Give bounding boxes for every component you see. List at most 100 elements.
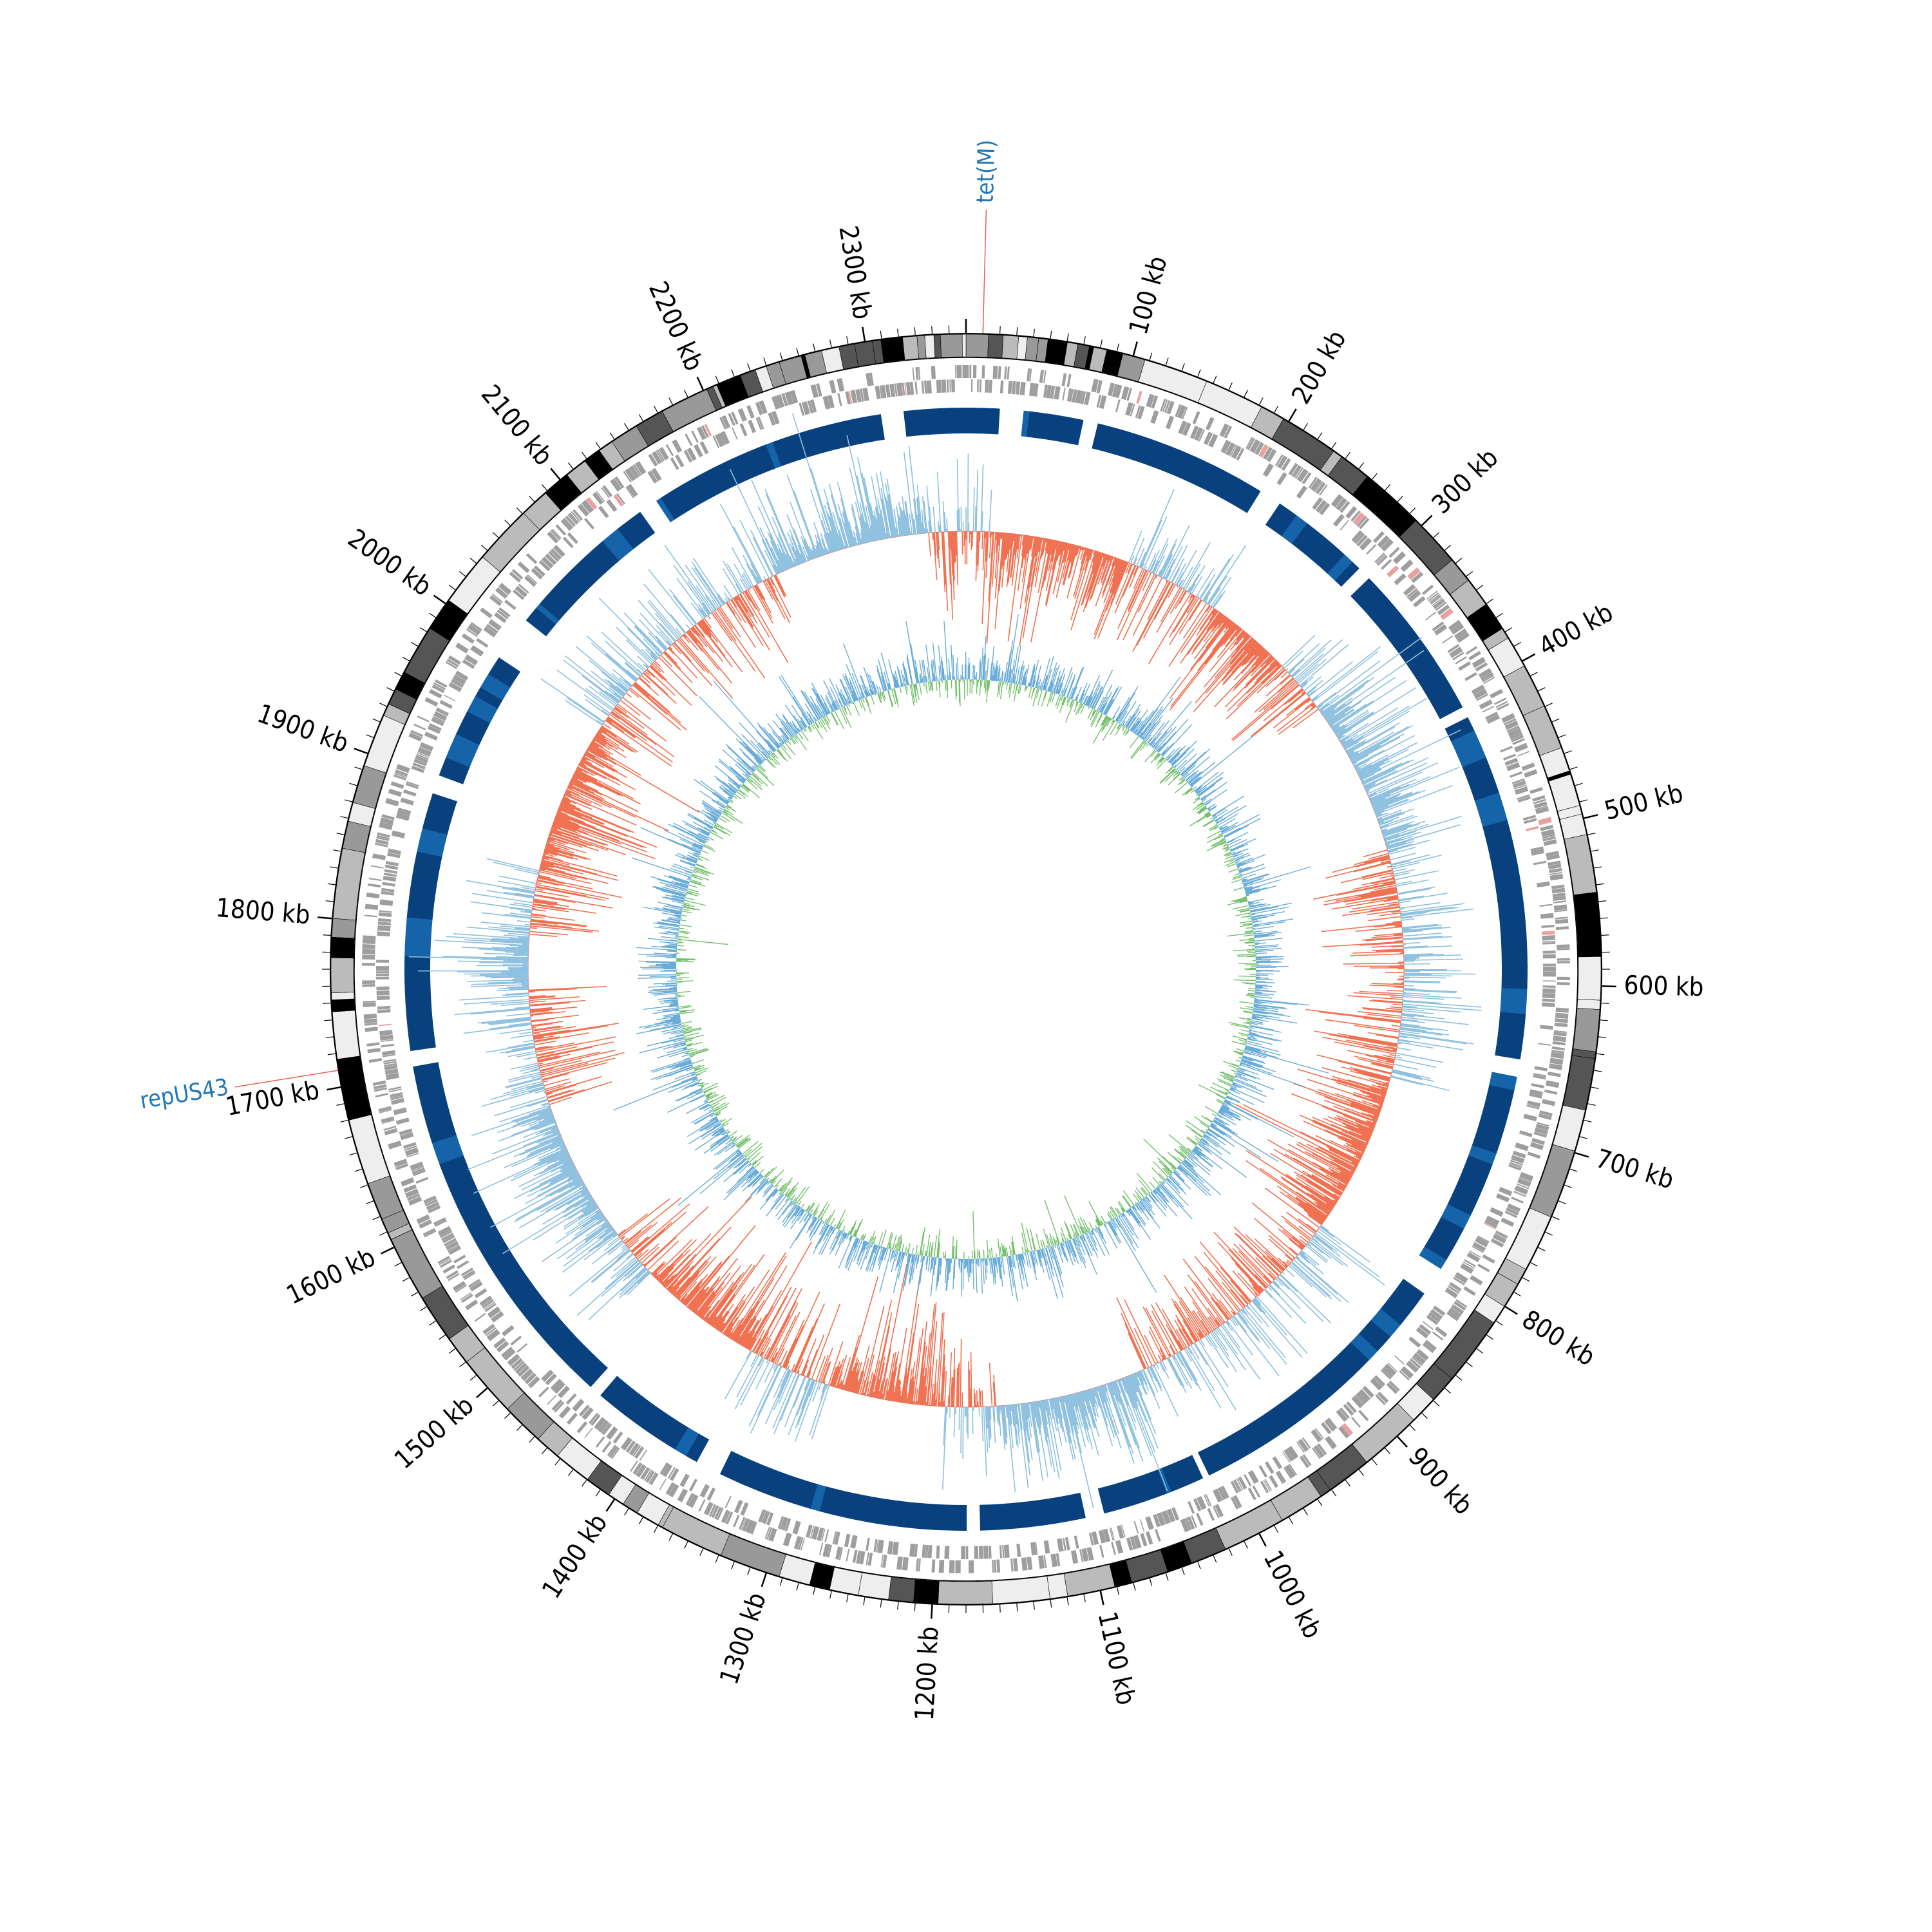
gc-content-bar (1188, 573, 1200, 592)
gc-content-bar (539, 869, 577, 879)
gc-content-bar (1062, 543, 1068, 564)
gc-content-bar (1380, 824, 1389, 829)
gc-content-bar (1289, 668, 1295, 674)
gc-skew-bar (1043, 656, 1054, 690)
gene-block (1079, 1549, 1084, 1562)
gc-content-bar (1353, 965, 1405, 967)
gc-content-bar (1189, 1332, 1197, 1343)
gc-content-bar (568, 784, 603, 802)
gc-content-bar (974, 1393, 976, 1407)
gc-skew-bar (1057, 673, 1066, 695)
gc-content-bar (472, 893, 534, 904)
gc-skew-bar (1156, 757, 1165, 766)
gene-block (382, 882, 395, 887)
gene-block (1130, 403, 1135, 417)
gc-content-bar (1203, 634, 1249, 688)
gc-content-bar (1354, 759, 1370, 768)
gc-content-bar (1101, 555, 1112, 583)
gene-block (1351, 530, 1363, 543)
gc-content-bar (578, 764, 607, 780)
gc-content-bar (620, 699, 641, 716)
gene-block (822, 1543, 831, 1557)
gc-content-bar (578, 1206, 598, 1219)
gc-content-bar (1132, 577, 1163, 636)
gc-content-bar (514, 1182, 584, 1223)
gc-content-bar (692, 1276, 721, 1312)
gc-content-bar (797, 545, 806, 563)
gc-content-bar (647, 1240, 679, 1271)
gc-content-bar (1354, 1155, 1361, 1160)
gc-content-bar (1168, 605, 1210, 667)
gene-block (887, 1541, 894, 1555)
gene-block (1430, 1309, 1443, 1320)
gc-content-bar (820, 538, 828, 554)
gc-content-bar (529, 996, 580, 1001)
gc-content-bar (1327, 1115, 1372, 1135)
gene-block (1381, 1367, 1394, 1378)
gene-block (1377, 535, 1390, 548)
gene-block (662, 1463, 673, 1477)
gc-content-bar (624, 1197, 682, 1244)
gc-content-bar (492, 938, 529, 942)
gc-skew-bar (1012, 647, 1019, 683)
gc-content-bar (551, 828, 580, 839)
gc-content-bar (810, 489, 832, 553)
gc-content-bar (1400, 1023, 1420, 1027)
gc-content-bar (530, 1006, 578, 1012)
blast-hit-block (1374, 605, 1403, 632)
gc-content-bar (1300, 1251, 1317, 1266)
gc-content-bar (1057, 1397, 1063, 1420)
gc-content-bar (1065, 1395, 1074, 1426)
gene-block (410, 730, 424, 737)
gc-content-bar (1188, 1274, 1224, 1324)
gene-block (1012, 381, 1016, 395)
gene-block (798, 1537, 804, 1550)
gc-content-bar (1357, 1124, 1374, 1132)
gc-content-bar (936, 532, 940, 569)
gene-block (479, 1295, 493, 1307)
gc-content-bar (1293, 708, 1319, 728)
gc-skew-bar (1233, 887, 1244, 891)
gc-content-bar (1244, 658, 1275, 689)
gc-content-bar (989, 1363, 993, 1406)
gc-content-bar (627, 1222, 658, 1247)
blast-hit-block (1495, 1036, 1524, 1060)
gene-block (1103, 1528, 1111, 1542)
gene-block (1012, 1558, 1018, 1572)
gene-block (1542, 935, 1555, 941)
gc-content-bar (533, 903, 596, 914)
gc-skew-bar (1008, 668, 1012, 683)
gc-content-bar (575, 646, 629, 691)
gene-block (1419, 1323, 1432, 1335)
gc-content-bar (1009, 1405, 1012, 1425)
blast-hit-block (518, 1293, 550, 1323)
gc-content-bar (769, 577, 775, 586)
gc-content-bar (585, 1222, 610, 1241)
gc-content-bar (744, 1318, 762, 1348)
gc-content-bar (497, 1113, 553, 1133)
gene-block (1133, 1520, 1139, 1534)
gene-block (672, 439, 683, 453)
gene-block (1426, 1314, 1439, 1325)
gene-block (1066, 374, 1072, 388)
gc-skew-bar (1007, 614, 1019, 683)
blast-hit-block (644, 1408, 676, 1441)
gene-block (448, 682, 462, 692)
gc-content-bar (650, 665, 692, 706)
gc-content-bar (885, 482, 895, 538)
gc-content-bar (574, 771, 623, 797)
gc-content-bar (542, 1129, 559, 1137)
blast-hit-block (510, 1282, 540, 1309)
gene-block (1028, 368, 1032, 382)
gc-content-bar (1142, 1306, 1170, 1358)
gene-block (547, 531, 559, 544)
gene-block (528, 1377, 540, 1388)
gc-content-bar (1356, 1155, 1361, 1159)
gc-content-bar (1267, 1139, 1348, 1186)
gc-content-bar (510, 1095, 547, 1108)
gc-content-bar (603, 719, 605, 722)
blast-hit-block (1435, 1217, 1464, 1240)
gc-content-bar (533, 899, 557, 905)
gc-content-bar (1379, 817, 1399, 825)
gc-content-bar (1165, 580, 1168, 583)
